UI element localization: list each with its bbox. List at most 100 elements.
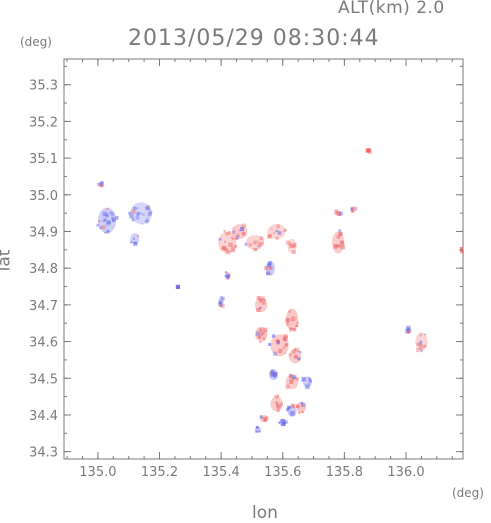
x-tick-label: 135.6 <box>264 465 301 480</box>
echo-pixel <box>334 211 338 215</box>
echo-pixel <box>136 211 140 215</box>
echo-pixel <box>283 229 286 232</box>
echo-pixel <box>147 204 150 208</box>
echo-pixel <box>291 319 294 322</box>
echo-pixel <box>259 328 263 332</box>
echo-pixel <box>266 271 270 276</box>
echo-pixel <box>105 213 109 218</box>
echo-pixel <box>290 316 296 321</box>
echo-pixel <box>259 415 263 418</box>
plot-frame <box>63 58 464 460</box>
echo-pixel <box>296 321 299 324</box>
echo-pixel <box>290 328 293 330</box>
echo-pixel <box>298 350 302 354</box>
echo-pixel <box>291 404 295 409</box>
echo-pixel <box>367 150 370 153</box>
echo-pixel <box>100 181 105 185</box>
echo-pixel <box>259 298 263 303</box>
echo-pixel <box>334 209 338 213</box>
echo-pixel <box>276 339 279 342</box>
echo-pixel <box>270 228 273 230</box>
echo-pixel <box>140 212 143 215</box>
echo-pixel <box>230 236 233 240</box>
echo-pixel <box>97 182 101 187</box>
echo-pixel <box>219 302 222 305</box>
echo-pixel <box>248 243 252 247</box>
echo-pixel <box>308 382 310 385</box>
echo-cluster-negative <box>130 202 152 225</box>
y-tick-label: 34.5 <box>29 372 58 387</box>
echo-pixel <box>112 218 116 222</box>
echo-cluster-positive <box>245 235 265 250</box>
echo-pixel <box>284 420 289 424</box>
echo-pixel <box>144 206 149 210</box>
echo-pixel <box>256 430 259 433</box>
echo-pixel <box>292 377 296 380</box>
echo-pixel <box>269 272 272 275</box>
echo-pixel <box>419 344 424 349</box>
echo-pixel <box>226 277 230 280</box>
echo-pixel <box>231 245 234 249</box>
echo-pixel <box>276 224 280 229</box>
echo-cluster-positive <box>267 224 286 239</box>
echo-pixel <box>301 377 306 382</box>
echo-pixel <box>284 335 289 340</box>
echo-pixel <box>99 226 102 229</box>
echo-pixel <box>230 247 236 253</box>
echo-pixel <box>102 218 106 222</box>
echo-pixel <box>259 306 262 310</box>
echo-pixel <box>278 348 283 354</box>
echo-pixel <box>224 247 229 252</box>
echo-pixel <box>424 333 427 336</box>
echo-pixel <box>340 240 345 245</box>
echo-pixel <box>106 229 109 232</box>
echo-pixel <box>290 403 295 408</box>
echo-pixel <box>275 401 279 405</box>
echo-pixel <box>136 207 138 210</box>
echo-layer <box>96 148 464 433</box>
echo-pixel <box>284 339 288 342</box>
echo-pixel <box>419 340 423 344</box>
echo-pixel <box>244 242 248 246</box>
echo-pixel <box>236 238 239 240</box>
echo-pixel <box>263 327 268 332</box>
echo-pixel <box>338 244 341 247</box>
echo-pixel <box>223 229 227 233</box>
echo-pixel <box>367 149 372 154</box>
echo-pixel <box>340 244 346 250</box>
y-tick-label: 35.3 <box>29 79 58 94</box>
echo-pixel <box>289 380 294 385</box>
echo-pixel <box>225 232 229 236</box>
echo-pixel <box>284 352 287 355</box>
echo-pixel <box>102 211 107 217</box>
echo-pixel <box>273 351 278 356</box>
echo-pixel <box>295 404 300 409</box>
echo-pixel <box>281 421 286 427</box>
echo-pixel <box>253 247 257 252</box>
echo-pixel <box>263 417 267 421</box>
echo-pixel <box>295 347 300 352</box>
echo-pixel <box>144 219 149 224</box>
echo-pixel <box>111 216 115 220</box>
echo-pixel <box>257 296 262 300</box>
echo-pixel <box>111 219 115 223</box>
echo-pixel <box>224 240 227 243</box>
echo-pixel <box>406 327 410 331</box>
echo-pixel <box>146 206 151 211</box>
echo-pixel <box>262 337 266 341</box>
echo-pixel <box>460 247 463 250</box>
echo-pixel <box>276 409 280 413</box>
echo-pixel <box>336 211 341 216</box>
echo-pixel <box>141 223 144 225</box>
echo-pixel <box>267 234 272 239</box>
echo-pixel <box>104 218 107 222</box>
echo-pixel <box>297 357 301 361</box>
echo-pixel <box>274 395 276 398</box>
y-tick-label: 34.7 <box>29 299 58 314</box>
y-tick-label: 34.4 <box>29 409 58 424</box>
echo-pixel <box>285 384 290 389</box>
echo-pixel <box>226 249 231 255</box>
echo-pixel <box>288 353 292 357</box>
echo-pixel <box>110 212 114 216</box>
echo-pixel <box>335 244 338 247</box>
